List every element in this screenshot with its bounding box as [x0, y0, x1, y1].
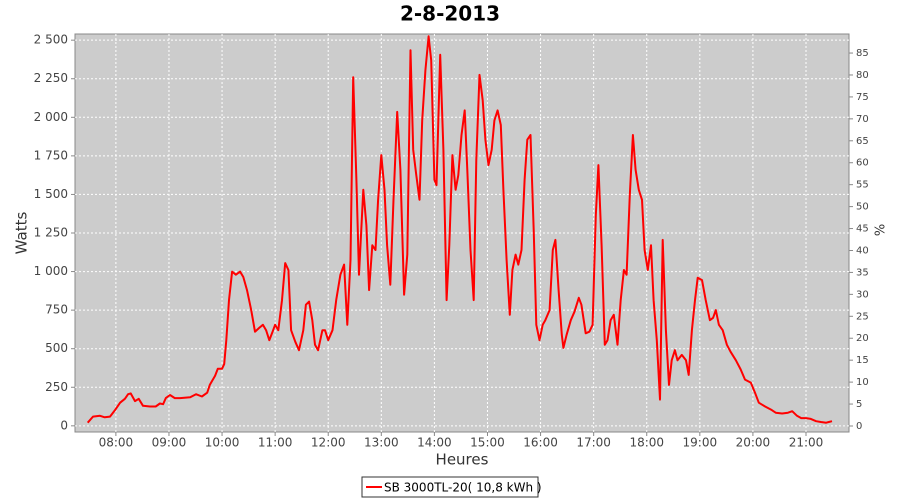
y2-tick-label: 60	[856, 158, 869, 169]
y2-tick-label: 55	[856, 180, 869, 191]
x-tick-label: 21:00	[789, 436, 824, 450]
y2-tick-label: 20	[856, 333, 869, 344]
y-tick-label: 2 500	[34, 33, 68, 47]
y2-tick-label: 25	[856, 311, 869, 322]
x-tick-label: 17:00	[576, 436, 611, 450]
y2-tick-label: 15	[856, 355, 869, 366]
y2-tick-label: 75	[856, 92, 869, 103]
x-tick-label: 20:00	[736, 436, 771, 450]
chart-title: 2-8-2013	[400, 2, 500, 26]
y2-tick-label: 70	[856, 114, 869, 125]
y2-tick-label: 5	[856, 399, 862, 410]
y2-tick-label: 65	[856, 136, 869, 147]
y2-tick-label: 85	[856, 48, 869, 59]
x-tick-label: 10:00	[205, 436, 240, 450]
y2-tick-label: 80	[856, 70, 869, 81]
y-tick-label: 250	[45, 380, 68, 394]
y2-tick-label: 45	[856, 224, 869, 235]
x-tick-label: 11:00	[258, 436, 293, 450]
x-tick-label: 12:00	[311, 436, 346, 450]
y2-tick-label: 40	[856, 245, 869, 256]
x-tick-label: 13:00	[364, 436, 399, 450]
y-tick-label: 1 000	[34, 264, 68, 278]
x-tick-label: 19:00	[683, 436, 718, 450]
series-line	[86, 35, 833, 424]
x-tick-label: 16:00	[523, 436, 558, 450]
y-tick-label: 1 750	[34, 148, 68, 162]
y-tick-label: 1 500	[34, 187, 68, 201]
x-tick-label: 15:00	[470, 436, 505, 450]
x-tick-label: 08:00	[99, 436, 134, 450]
y-tick-label: 500	[45, 341, 68, 355]
y-tick-label: 1 250	[34, 226, 68, 240]
y2-tick-label: 30	[856, 289, 869, 300]
y2-axis-label: %	[874, 224, 889, 236]
y-tick-label: 750	[45, 303, 68, 317]
y2-tick-label: 10	[856, 377, 869, 388]
legend	[361, 476, 539, 498]
y-tick-label: 2 250	[34, 71, 68, 85]
y-tick-label: 0	[60, 418, 68, 432]
x-tick-label: 18:00	[629, 436, 664, 450]
y-tick-label: 2 000	[34, 110, 68, 124]
x-tick-label: 14:00	[417, 436, 452, 450]
y2-tick-label: 50	[856, 202, 869, 213]
y-axis-label: Watts	[13, 212, 31, 255]
x-axis-label: Heures	[436, 451, 489, 469]
y2-tick-label: 35	[856, 267, 869, 278]
y2-tick-label: 0	[856, 421, 862, 432]
legend-label: SB 3000TL-20( 10,8 kWh )	[384, 481, 542, 495]
x-tick-label: 09:00	[152, 436, 187, 450]
